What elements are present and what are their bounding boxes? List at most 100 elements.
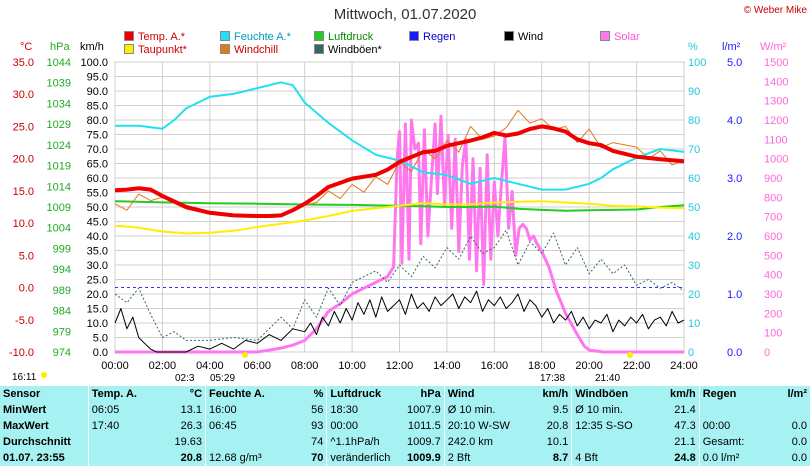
wind-tick-label: 40.0 [87,231,108,243]
stats-row-avg: Durchschnitt 19.63 74 ^1.1hPa/h 1009.7 2… [0,434,810,450]
col-temp: Temp. A. [87,386,159,402]
series-line-taupunkt [114,200,685,235]
humidity-tick-label: 80 [688,115,700,127]
humidity-tick-label: 10 [688,318,700,330]
wind-tick-label: 85.0 [87,101,108,113]
cell: 13.1 [180,404,203,416]
wind-tick-label: 70.0 [87,144,108,156]
unit-label: l/m² [722,41,741,53]
legend-label: Taupunkt* [138,44,187,56]
solar-tick-label: 800 [764,192,782,204]
rain-tick-label: 2.0 [727,231,742,243]
legend-label: Windchill [234,44,279,56]
sun-time-label: 02:3 [175,373,195,384]
col-temp-unit: °C [189,388,203,400]
x-tick-label: 22:00 [623,360,651,372]
sun-time-label: 17:38 [540,373,565,384]
series-line-wind [114,290,685,353]
cell: 16:00 [205,402,292,418]
cell: 20.8 [546,420,569,432]
pressure-tick-label: 1034 [47,98,71,110]
temp-tick-label: 25.0 [13,121,34,133]
cell: 06:45 [205,418,292,434]
col-wind: Wind [443,386,525,402]
cell: 1009.7 [407,436,441,448]
cell [767,402,810,418]
cell: 19.63 [174,436,203,448]
wind-tick-label: 95.0 [87,72,108,84]
humidity-tick-label: 30 [688,260,700,272]
legend-swatch [124,31,134,41]
unit-label: km/h [80,41,104,53]
wind-tick-label: 10.0 [87,318,108,330]
solar-tick-label: 1200 [764,115,788,127]
x-tick-label: 06:00 [243,360,271,372]
legend-item: Regen [409,31,455,43]
humidity-tick-label: 60 [688,173,700,185]
temp-tick-label: 5.0 [19,250,34,262]
pressure-tick-label: 989 [53,285,71,297]
weather-chart: 35.0 30.0 25.0 20.0 15.0 10.0 5.0 0.0 -5.0 -10.0 1… [9,41,789,384]
cell: ^1.1hPa/h [326,434,397,450]
x-tick-label: 02:00 [149,360,177,372]
wind-tick-label: 50.0 [87,202,108,214]
unit-label: % [688,41,698,53]
series-line-windben [114,229,685,341]
solar-tick-label: 200 [764,308,782,320]
wind-tick-label: 60.0 [87,173,108,185]
rain-tick-label: 1.0 [727,289,742,301]
stats-row-min: MinWert 06:05 13.1 16:00 56 18:30 1007.9… [0,402,810,418]
cell [571,434,652,450]
x-tick-label: 00:00 [101,360,129,372]
credit-link[interactable]: © Weber Mike [743,5,807,16]
sun-marker [627,352,633,358]
wind-tick-label: 100.0 [80,57,108,69]
cell [698,402,768,418]
pressure-tick-label: 1009 [47,202,71,214]
cell: 12:35 S-SO [571,418,652,434]
humidity-tick-label: 20 [688,289,700,301]
x-tick-label: 14:00 [433,360,461,372]
pressure-tick-label: 1004 [47,223,71,235]
row-label: 01.07. 23:55 [3,452,65,464]
cell: 1007.9 [407,404,441,416]
wind-tick-label: 25.0 [87,275,108,287]
x-tick-label: 20:00 [575,360,603,372]
stats-row-current: 01.07. 23:55 20.8 12.68 g/m³ 70 veränder… [0,450,810,466]
col-gust: Windböen [571,386,652,402]
col-hum-unit: % [313,388,324,400]
cell: 20.8 [180,452,203,464]
humidity-tick-label: 100 [688,57,706,69]
cell [87,450,159,466]
series-line-solar [115,114,684,354]
legend-item: Solar [600,31,640,43]
rain-tick-label: 3.0 [727,173,742,185]
temp-tick-label: 0.0 [19,283,34,295]
legend-swatch [314,44,324,54]
wind-tick-label: 45.0 [87,217,108,229]
legend-item: Taupunkt* [124,44,187,56]
solar-tick-label: 600 [764,231,782,243]
legend-label: Luftdruck [328,31,374,43]
legend-item: Temp. A.* [124,31,185,43]
pressure-tick-label: 1019 [47,161,71,173]
pressure-tick-label: 994 [53,264,71,276]
temp-tick-label: 35.0 [13,57,34,69]
sun-marker [242,352,248,358]
col-hum: Feuchte A. [205,386,292,402]
row-label: MinWert [3,404,47,416]
solar-tick-label: 400 [764,270,782,282]
legend-swatch [314,31,324,41]
unit-label: °C [20,41,32,53]
cell: Ø 10 min. [443,402,525,418]
legend-label: Solar [614,31,640,43]
solar-tick-label: 700 [764,212,782,224]
row-label: Durchschnitt [3,436,71,448]
pressure-tick-label: 979 [53,326,71,338]
cell: veränderlich [326,450,397,466]
cell: 20:10 W-SW [443,418,525,434]
humidity-tick-label: 0 [688,347,694,359]
chart-title: Mittwoch, 01.07.2020 [333,6,477,23]
cell: 0.0 l/m² [698,450,768,466]
wind-tick-label: 30.0 [87,260,108,272]
